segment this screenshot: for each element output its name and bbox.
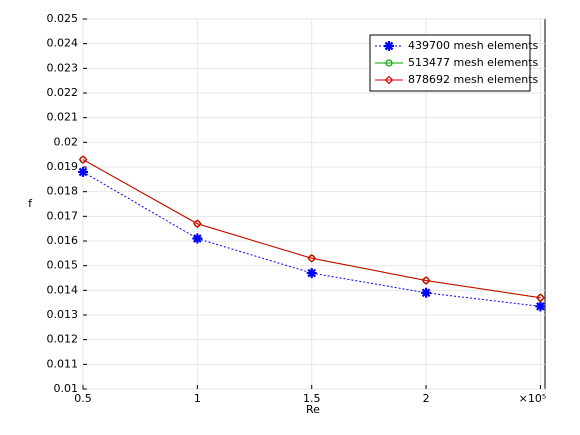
y-tick-label: 0.024: [47, 37, 79, 50]
y-tick-label: 0.014: [47, 283, 79, 296]
marker: [78, 155, 88, 164]
y-tick-label: 0.021: [47, 111, 79, 124]
x-tick-label: ×10⁵: [519, 392, 547, 405]
series-line: [82, 159, 541, 299]
legend-label: 878692 mesh elements: [408, 73, 539, 86]
y-tick-label: 0.013: [47, 308, 79, 321]
grid: [82, 18, 545, 390]
marker: [536, 293, 545, 303]
legend-marker: [385, 59, 393, 67]
y-tick-label: 0.01: [54, 382, 79, 395]
legend-label: 439700 mesh elements: [408, 39, 539, 52]
y-tick-label: 0.016: [47, 234, 79, 247]
y-tick-label: 0.02: [54, 135, 79, 148]
marker: [421, 287, 432, 298]
y-tick-label: 0.018: [47, 185, 79, 198]
marker: [192, 233, 203, 244]
y-tick-label: 0.011: [47, 357, 79, 370]
y-tick-label: 0.025: [47, 12, 79, 25]
marker: [307, 253, 317, 263]
y-axis-label: f: [28, 197, 33, 210]
y-tick-label: 0.012: [47, 333, 79, 346]
y-tick-label: 0.023: [47, 61, 79, 74]
legend-label: 513477 mesh elements: [408, 56, 539, 69]
y-tick-label: 0.015: [47, 259, 79, 272]
x-tick-label: 1.5: [303, 392, 321, 405]
marker: [421, 276, 431, 285]
x-tick-label: 0.5: [74, 392, 92, 405]
y-tick-label: 0.022: [47, 86, 79, 99]
x-tick-label: 2: [423, 392, 430, 405]
legend-marker: [384, 75, 394, 85]
x-axis-label: Re: [306, 403, 320, 416]
y-tick-label: 0.017: [47, 209, 79, 222]
marker: [193, 219, 202, 229]
y-tick-label: 0.019: [47, 160, 79, 173]
marker: [535, 301, 546, 312]
marker: [306, 268, 317, 279]
x-tick-label: 1: [194, 392, 201, 405]
marker: [78, 166, 88, 177]
legend-marker: [384, 41, 394, 51]
series-line: [82, 171, 541, 307]
